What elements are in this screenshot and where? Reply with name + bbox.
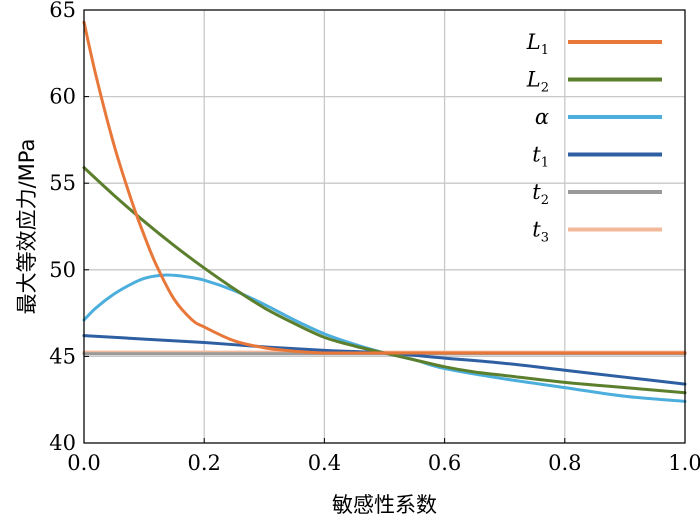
x-tick-label: 0.0 xyxy=(67,451,100,475)
legend-name-2: α xyxy=(535,105,549,129)
legend-label-3: t1 xyxy=(532,143,549,171)
x-tick-label: 0.8 xyxy=(548,451,581,475)
series-line-0 xyxy=(82,20,687,355)
legend-subscript-3: 1 xyxy=(541,156,549,171)
y-tick-label: 60 xyxy=(49,85,76,109)
plot-frame xyxy=(83,9,686,444)
x-axis-label: 敏感性系数 xyxy=(332,493,437,517)
y-tick-label: 40 xyxy=(49,431,76,455)
legend-subscript-0: 1 xyxy=(541,43,549,58)
tick-labels: 0.0 0.2 0.4 0.6 0.8 1.0 40 45 50 55 60 65 xyxy=(49,0,700,475)
y-tick-label: 65 xyxy=(49,0,76,22)
legend-name-5: t xyxy=(532,218,541,242)
plot-lines xyxy=(82,20,687,403)
y-tick-label: 50 xyxy=(49,258,76,282)
legend-label-4: t2 xyxy=(532,180,549,208)
legend-subscript-5: 3 xyxy=(541,231,549,246)
legend-subscript-4: 2 xyxy=(541,193,549,208)
legend-label-0: L1 xyxy=(526,30,549,58)
x-tick-label: 0.6 xyxy=(428,451,461,475)
legend-name-0: L xyxy=(526,30,541,54)
legend-subscript-1: 2 xyxy=(541,81,549,96)
series-line-2 xyxy=(82,273,687,403)
legend-label-1: L2 xyxy=(526,68,549,96)
ticks xyxy=(83,9,686,444)
y-axis-label: 最大等效应力/MPa xyxy=(15,139,39,315)
y-tick-label: 55 xyxy=(49,171,76,195)
y-tick-label: 45 xyxy=(49,344,76,368)
grid xyxy=(83,9,686,444)
legend-label-2: α xyxy=(535,105,549,129)
legend-name-3: t xyxy=(532,143,541,167)
series-line-3 xyxy=(82,334,687,386)
x-tick-label: 1.0 xyxy=(668,451,700,475)
legend-name-1: L xyxy=(526,68,541,92)
x-tick-label: 0.2 xyxy=(187,451,220,475)
series-line-1 xyxy=(82,166,687,395)
legend-name-4: t xyxy=(532,180,541,204)
legend-label-5: t3 xyxy=(532,218,549,246)
x-tick-label: 0.4 xyxy=(308,451,341,475)
